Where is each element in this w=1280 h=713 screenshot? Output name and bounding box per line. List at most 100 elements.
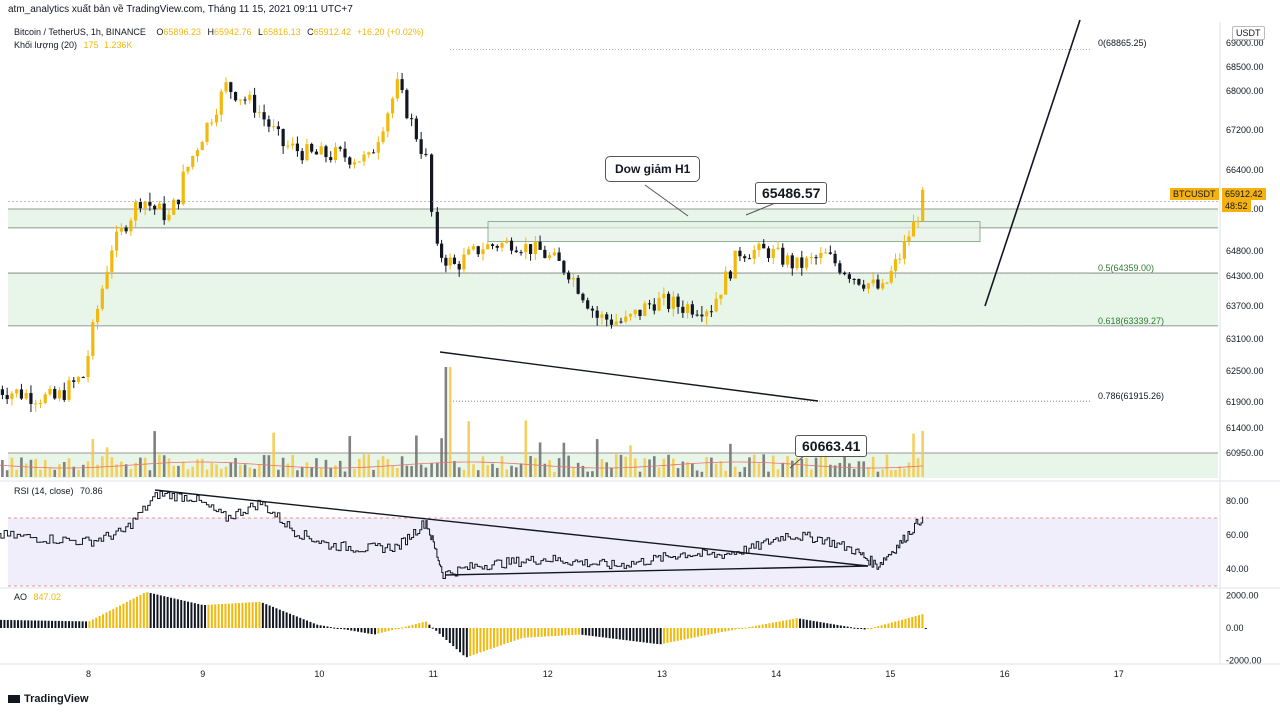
- volume-label[interactable]: Khối lượng (20): [14, 40, 77, 50]
- volume-bar: [58, 464, 61, 477]
- ao-bar: [465, 628, 468, 658]
- volume-bar: [167, 458, 171, 477]
- candle-body: [657, 298, 661, 311]
- rsi-label[interactable]: RSI (14, close): [14, 486, 74, 496]
- ao-bar: [251, 602, 254, 628]
- ao-bar: [673, 628, 676, 642]
- volume-bar: [921, 430, 924, 477]
- ao-bar: [581, 628, 584, 635]
- tradingview-logo[interactable]: TradingView: [8, 693, 89, 705]
- ao-bar: [785, 620, 788, 628]
- volume-bar: [34, 458, 38, 477]
- candle-body: [19, 389, 24, 399]
- ao-bar: [700, 628, 703, 637]
- volume-bar: [62, 462, 66, 477]
- candle-body: [219, 91, 223, 115]
- volume-bar: [115, 464, 118, 477]
- volume-bar: [472, 464, 475, 477]
- ao-bar: [289, 613, 292, 628]
- volume-bar: [436, 462, 439, 477]
- rsi-tick: 40.00: [1226, 564, 1249, 574]
- candle-body: [548, 255, 552, 258]
- ao-bar: [374, 628, 377, 635]
- volume-bar: [430, 463, 433, 477]
- ao-bar: [64, 621, 67, 628]
- volume-bar: [505, 469, 509, 477]
- candle-body: [562, 260, 566, 273]
- ao-bar: [353, 628, 356, 632]
- ao-bar: [34, 620, 37, 628]
- candle-body: [48, 389, 52, 395]
- volume-bar: [177, 465, 180, 477]
- candle-body: [790, 255, 794, 269]
- ao-bar: [516, 628, 519, 640]
- ao-bar: [503, 628, 506, 645]
- volume-bar: [586, 471, 589, 477]
- price-tick: 60950.00: [1226, 448, 1264, 458]
- candle-body: [200, 141, 204, 151]
- price-box-60663[interactable]: 60663.41: [795, 435, 868, 457]
- candle-body: [257, 112, 261, 114]
- ao-bar: [826, 623, 829, 628]
- ao-bar: [360, 628, 363, 633]
- ao-bar: [486, 628, 489, 651]
- ao-bar: [734, 628, 737, 630]
- candle-body: [814, 257, 818, 259]
- support-zone-bottom: [8, 453, 1218, 478]
- ao-bar: [795, 618, 798, 628]
- time-tick: 8: [86, 669, 91, 679]
- currency-button[interactable]: USDT: [1232, 26, 1265, 40]
- candle-body: [352, 162, 357, 165]
- volume-bar: [714, 463, 718, 477]
- volume-bar: [595, 439, 599, 477]
- candle-body: [34, 403, 38, 405]
- brand-label: TradingView: [24, 693, 89, 705]
- candle-body: [214, 114, 219, 123]
- candle-body: [314, 151, 319, 155]
- ao-tick: 2000.00: [1226, 590, 1259, 600]
- ao-bar: [370, 628, 373, 635]
- candle-body: [376, 142, 380, 153]
- volume-bar: [729, 443, 732, 477]
- ao-bar: [207, 604, 210, 628]
- ao-bar: [323, 625, 326, 628]
- volume-bar: [486, 465, 490, 477]
- candle-body: [907, 236, 911, 242]
- ao-label[interactable]: AO: [14, 592, 28, 602]
- candle-body: [43, 394, 47, 403]
- ao-bar: [588, 628, 591, 636]
- ao-bar: [527, 628, 530, 638]
- ao-bar: [442, 628, 445, 637]
- ao-bar: [346, 628, 349, 630]
- ao-bar: [907, 617, 910, 628]
- candle-body: [576, 277, 580, 294]
- ohlc-change: +16.20 (+0.02%): [356, 27, 424, 37]
- candle-body: [95, 308, 100, 323]
- volume-bar: [538, 442, 542, 477]
- price-box-65486[interactable]: 65486.57: [755, 182, 828, 204]
- volume-bar: [200, 458, 204, 477]
- ao-bar: [435, 628, 438, 631]
- time-tick: 15: [885, 669, 895, 679]
- candle-body: [771, 248, 775, 259]
- volume-bar: [894, 469, 897, 477]
- volume-bar: [319, 467, 323, 477]
- volume-bar: [638, 471, 642, 477]
- candle-body: [762, 243, 766, 249]
- volume-bar: [534, 458, 537, 477]
- volume-bar: [396, 467, 399, 477]
- ao-bar: [197, 603, 200, 628]
- ao-bar: [238, 603, 241, 628]
- symbol-title[interactable]: Bitcoin / TetherUS, 1h, BINANCE: [14, 27, 146, 37]
- ao-bar: [856, 628, 859, 629]
- ao-bar: [149, 593, 152, 628]
- candle-body: [862, 284, 866, 289]
- candle-body: [681, 306, 685, 313]
- volume-bar: [495, 467, 499, 477]
- dow-note[interactable]: Dow giảm H1: [605, 156, 701, 182]
- ao-bar: [13, 620, 16, 628]
- volume-bar: [876, 471, 880, 477]
- volume-bar: [805, 458, 808, 477]
- ao-bar: [401, 627, 404, 629]
- candle-body: [819, 252, 823, 259]
